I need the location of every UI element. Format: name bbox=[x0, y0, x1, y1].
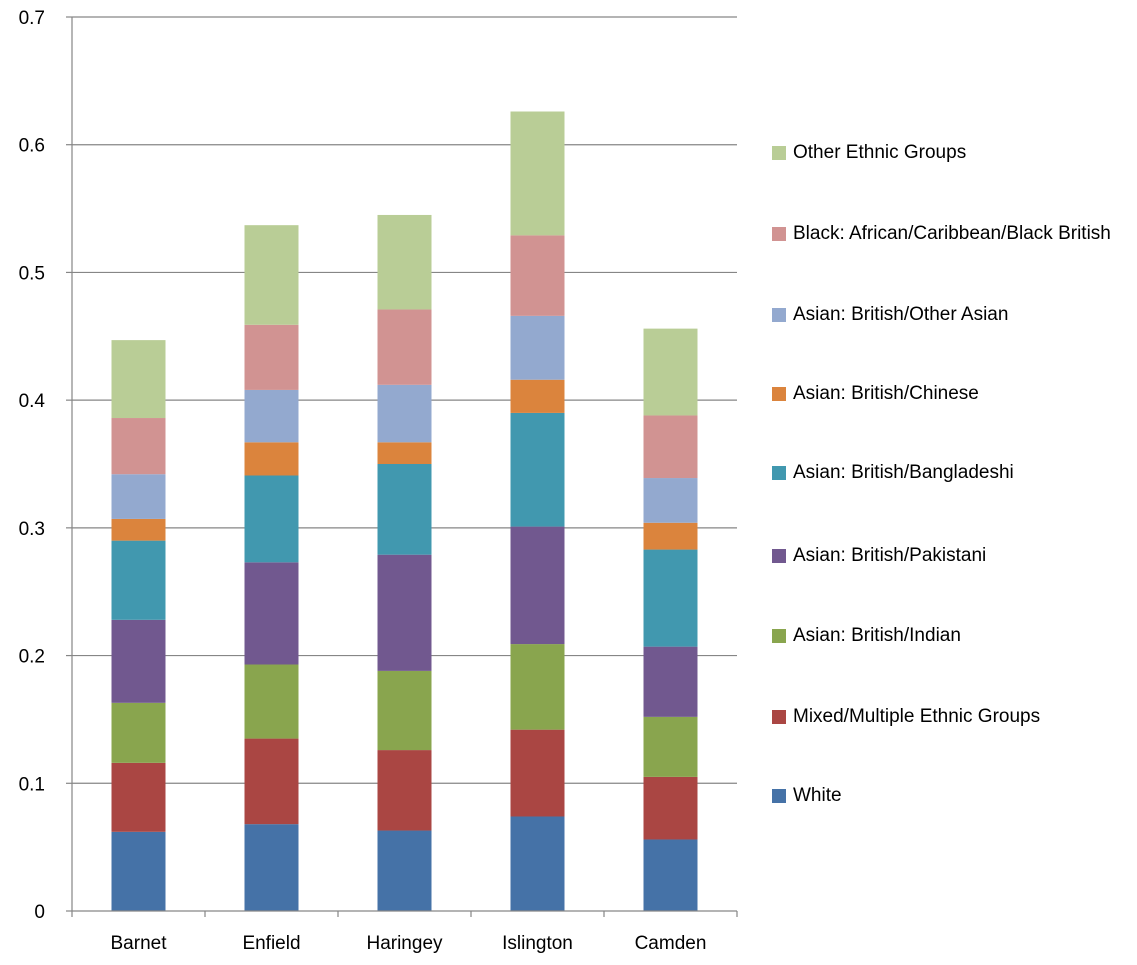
legend-swatch bbox=[772, 549, 786, 563]
bar-segment bbox=[244, 562, 299, 665]
bar-segment bbox=[510, 412, 565, 527]
bar-segment bbox=[111, 540, 166, 620]
axes bbox=[66, 16, 738, 917]
bar-segment bbox=[510, 379, 565, 413]
legend-swatch bbox=[772, 227, 786, 241]
bar-segment bbox=[643, 415, 698, 479]
bar-segment bbox=[643, 522, 698, 550]
bar-segment bbox=[244, 324, 299, 390]
bar-segment bbox=[510, 111, 565, 236]
x-tick-label: Enfield bbox=[242, 933, 300, 954]
bar-segment bbox=[111, 619, 166, 703]
legend-swatch bbox=[772, 466, 786, 480]
bar-segment bbox=[111, 340, 166, 419]
bar-segment bbox=[643, 478, 698, 523]
bar-segment bbox=[244, 389, 299, 443]
y-tick-label: 0.2 bbox=[19, 647, 45, 668]
bar-segment bbox=[244, 664, 299, 739]
legend-label: Asian: British/Other Asian bbox=[793, 304, 1009, 325]
bar-segment bbox=[377, 384, 432, 443]
bar-segment bbox=[510, 644, 565, 730]
x-tick-label: Camden bbox=[635, 933, 707, 954]
bar-segment bbox=[111, 762, 166, 832]
bar-segment bbox=[244, 824, 299, 911]
bar-segment bbox=[244, 442, 299, 476]
y-tick-label: 0.6 bbox=[19, 136, 45, 157]
bar-segment bbox=[111, 474, 166, 519]
bar-segment bbox=[244, 738, 299, 825]
bar-segment bbox=[643, 549, 698, 647]
legend-label: Asian: British/Pakistani bbox=[793, 545, 987, 566]
bar-segment bbox=[510, 816, 565, 911]
legend-label: Asian: British/Chinese bbox=[793, 383, 979, 404]
x-tick-label: Barnet bbox=[111, 933, 168, 954]
y-tick-label: 0.3 bbox=[19, 519, 45, 540]
bar-segment bbox=[643, 776, 698, 840]
bar-segment bbox=[643, 839, 698, 911]
bar-segment bbox=[111, 831, 166, 911]
legend-swatch bbox=[772, 308, 786, 322]
legend-label: Black: African/Caribbean/Black British bbox=[793, 223, 1111, 244]
bar-segment bbox=[643, 646, 698, 717]
bar-segment bbox=[377, 554, 432, 671]
bar-segment bbox=[111, 702, 166, 763]
tick-labels: 0 0.1 0.2 0.3 0.4 0.5 0.6 0.7 Barnet Enfield Harin… bbox=[19, 8, 707, 954]
bar-segment bbox=[377, 750, 432, 831]
bar-segment bbox=[244, 475, 299, 563]
legend-swatch bbox=[772, 629, 786, 643]
legend-swatch bbox=[772, 710, 786, 724]
y-tick-label: 0.7 bbox=[19, 8, 45, 29]
bar-segment bbox=[377, 442, 432, 464]
legend-label: Asian: British/Bangladeshi bbox=[793, 462, 1014, 483]
bar-segment bbox=[377, 830, 432, 911]
legend-label: Mixed/Multiple Ethnic Groups bbox=[793, 706, 1041, 727]
bar-segment bbox=[643, 716, 698, 777]
bar-segment bbox=[510, 729, 565, 817]
bars bbox=[111, 111, 698, 911]
legend-swatch bbox=[772, 789, 786, 803]
bar-segment bbox=[111, 418, 166, 475]
y-tick-label: 0.4 bbox=[19, 391, 46, 412]
x-tick-label: Haringey bbox=[366, 933, 443, 954]
x-tick-label: Islington bbox=[502, 933, 573, 954]
bar-segment bbox=[377, 670, 432, 751]
legend-swatch bbox=[772, 146, 786, 160]
bar-segment bbox=[510, 526, 565, 645]
bar-segment bbox=[643, 328, 698, 416]
bar-segment bbox=[111, 518, 166, 541]
bar-segment bbox=[377, 464, 432, 555]
bar-segment bbox=[510, 315, 565, 380]
bar-segment bbox=[377, 214, 432, 310]
legend-label: Other Ethnic Groups bbox=[793, 142, 967, 163]
y-tick-label: 0.1 bbox=[19, 774, 45, 795]
y-tick-label: 0 bbox=[34, 902, 45, 923]
y-tick-label: 0.5 bbox=[19, 263, 45, 284]
bar-segment bbox=[244, 225, 299, 325]
legend-label: Asian: British/Indian bbox=[793, 625, 961, 646]
legend-swatch bbox=[772, 387, 786, 401]
bar-segment bbox=[377, 309, 432, 385]
legend-label: White bbox=[793, 785, 842, 806]
legend: Other Ethnic Groups Black: African/Caribb… bbox=[772, 0, 1132, 965]
bar-segment bbox=[510, 235, 565, 316]
